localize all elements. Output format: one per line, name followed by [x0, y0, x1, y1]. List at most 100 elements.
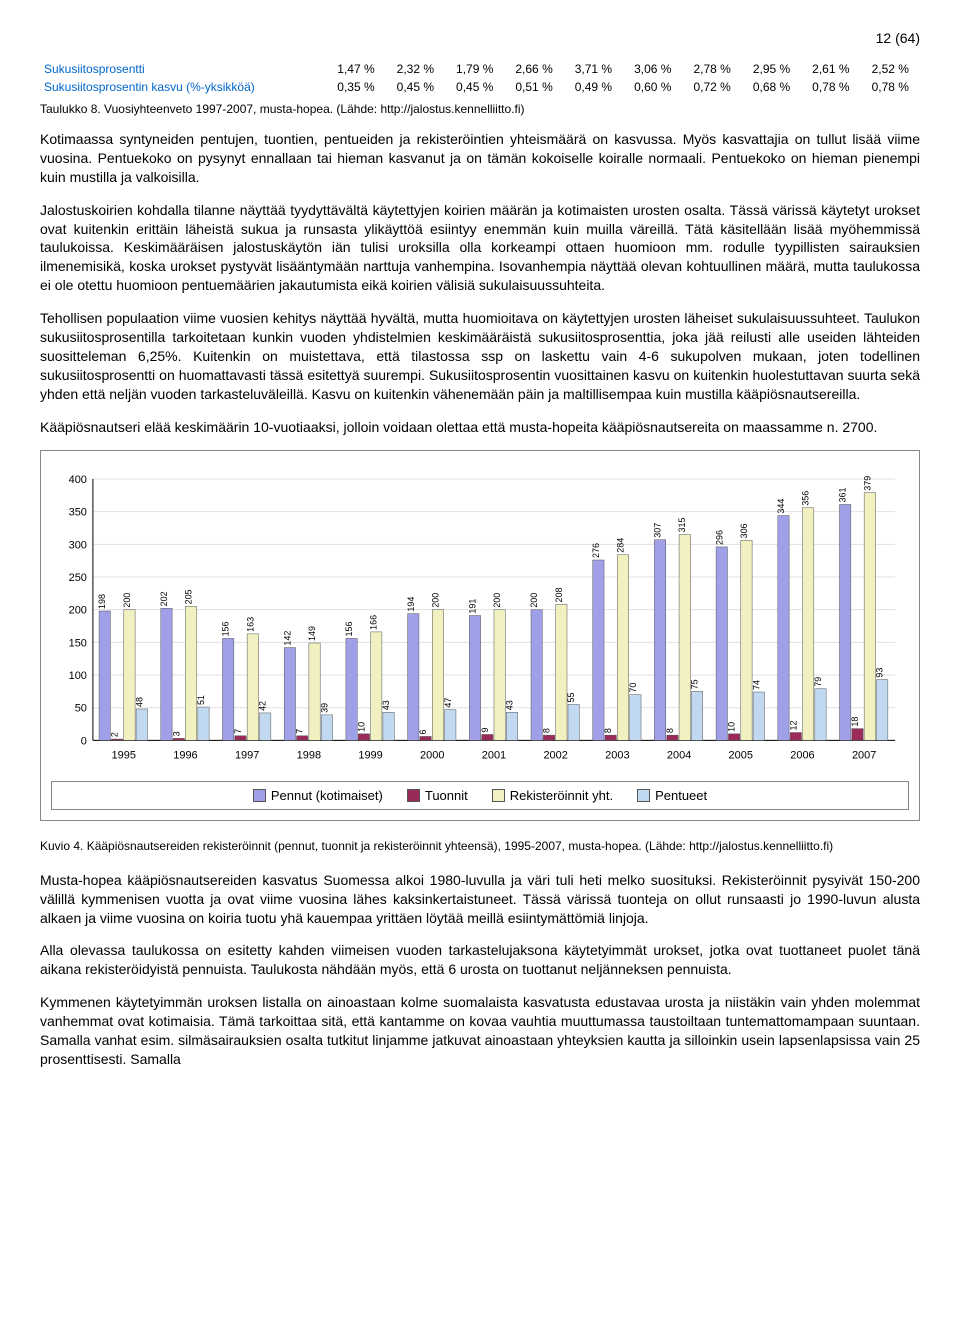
svg-text:2004: 2004 [667, 750, 691, 762]
svg-text:315: 315 [677, 518, 687, 533]
table-row: Sukusiitosprosentin kasvu (%-yksikköä) 0… [40, 78, 920, 96]
svg-text:200: 200 [430, 593, 440, 608]
legend-swatch [637, 789, 650, 802]
svg-text:8: 8 [665, 729, 675, 734]
svg-text:306: 306 [739, 524, 749, 539]
svg-text:2002: 2002 [543, 750, 567, 762]
svg-text:198: 198 [97, 594, 107, 609]
svg-text:400: 400 [69, 474, 87, 486]
legend-swatch [407, 789, 420, 802]
svg-text:43: 43 [381, 701, 391, 711]
legend-label: Tuonnit [425, 788, 468, 803]
svg-text:18: 18 [850, 717, 860, 727]
svg-text:0: 0 [81, 736, 87, 748]
body-paragraph: Tehollisen populaation viime vuosien keh… [40, 309, 920, 403]
svg-text:2: 2 [110, 733, 120, 738]
svg-text:10: 10 [356, 722, 366, 732]
svg-text:47: 47 [443, 698, 453, 708]
svg-text:200: 200 [122, 593, 132, 608]
svg-text:208: 208 [554, 588, 564, 603]
legend-item: Rekisteröinnit yht. [492, 788, 613, 803]
svg-text:284: 284 [616, 538, 626, 553]
svg-text:8: 8 [603, 729, 613, 734]
legend-swatch [492, 789, 505, 802]
svg-text:166: 166 [369, 615, 379, 630]
body-paragraph: Musta-hopea kääpiösnautsereiden kasvatus… [40, 871, 920, 928]
svg-text:3: 3 [171, 732, 181, 737]
svg-text:2003: 2003 [605, 750, 629, 762]
legend-label: Pennut (kotimaiset) [271, 788, 383, 803]
body-paragraph: Jalostuskoirien kohdalla tilanne näyttää… [40, 201, 920, 295]
legend-label: Rekisteröinnit yht. [510, 788, 613, 803]
svg-text:379: 379 [862, 476, 872, 491]
svg-text:250: 250 [69, 572, 87, 584]
svg-text:163: 163 [245, 617, 255, 632]
body-paragraph: Alla olevassa taulukossa on esitetty kah… [40, 941, 920, 979]
row-label: Sukusiitosprosentti [40, 60, 326, 78]
svg-text:79: 79 [813, 677, 823, 687]
svg-text:1995: 1995 [112, 750, 136, 762]
svg-text:205: 205 [184, 590, 194, 605]
svg-text:200: 200 [492, 593, 502, 608]
svg-text:12: 12 [788, 721, 798, 731]
svg-text:42: 42 [258, 701, 268, 711]
page-number: 12 (64) [40, 30, 920, 46]
svg-text:156: 156 [344, 622, 354, 637]
svg-text:2000: 2000 [420, 750, 444, 762]
svg-text:156: 156 [221, 622, 231, 637]
table-row: Sukusiitosprosentti 1,47 % 2,32 % 1,79 %… [40, 60, 920, 78]
svg-text:1996: 1996 [173, 750, 197, 762]
svg-text:74: 74 [751, 680, 761, 690]
svg-text:296: 296 [714, 530, 724, 545]
chart-legend: Pennut (kotimaiset) Tuonnit Rekisteröinnit… [51, 781, 909, 810]
legend-swatch [253, 789, 266, 802]
figure-caption: Kuvio 4. Kääpiösnautsereiden rekisteröin… [40, 839, 920, 853]
svg-text:1998: 1998 [297, 750, 321, 762]
summary-table: Sukusiitosprosentti 1,47 % 2,32 % 1,79 %… [40, 60, 920, 96]
svg-text:39: 39 [319, 703, 329, 713]
svg-text:2001: 2001 [482, 750, 506, 762]
svg-text:149: 149 [307, 626, 317, 641]
table-caption: Taulukko 8. Vuosiyhteenveto 1997-2007, m… [40, 102, 920, 116]
svg-text:10: 10 [727, 722, 737, 732]
svg-text:1999: 1999 [358, 750, 382, 762]
svg-text:202: 202 [159, 592, 169, 607]
body-paragraph: Kotimaassa syntyneiden pentujen, tuontie… [40, 130, 920, 187]
bar-chart-svg: 0501001502002503003504001982200481995202… [51, 469, 909, 768]
svg-text:200: 200 [69, 605, 87, 617]
svg-text:9: 9 [480, 728, 490, 733]
svg-text:50: 50 [75, 703, 87, 715]
svg-text:276: 276 [591, 544, 601, 559]
svg-text:142: 142 [282, 631, 292, 646]
svg-text:6: 6 [418, 730, 428, 735]
svg-text:307: 307 [653, 523, 663, 538]
legend-item: Pentueet [637, 788, 707, 803]
svg-text:300: 300 [69, 540, 87, 552]
bar-chart: 0501001502002503003504001982200481995202… [40, 450, 920, 820]
body-paragraph: Kymmenen käytetyimmän uroksen listalla o… [40, 993, 920, 1069]
svg-text:350: 350 [69, 507, 87, 519]
svg-text:191: 191 [467, 599, 477, 614]
svg-text:43: 43 [504, 701, 514, 711]
svg-text:200: 200 [529, 593, 539, 608]
svg-text:100: 100 [69, 670, 87, 682]
svg-text:93: 93 [875, 668, 885, 678]
legend-item: Pennut (kotimaiset) [253, 788, 383, 803]
svg-text:194: 194 [406, 597, 416, 612]
body-paragraph: Kääpiösnautseri elää keskimäärin 10-vuot… [40, 418, 920, 437]
svg-text:55: 55 [566, 693, 576, 703]
svg-text:356: 356 [801, 491, 811, 506]
row-label: Sukusiitosprosentin kasvu (%-yksikköä) [40, 78, 326, 96]
svg-text:361: 361 [838, 488, 848, 503]
svg-text:7: 7 [295, 729, 305, 734]
svg-text:8: 8 [541, 729, 551, 734]
svg-text:344: 344 [776, 499, 786, 514]
svg-text:2006: 2006 [790, 750, 814, 762]
svg-text:51: 51 [196, 696, 206, 706]
legend-item: Tuonnit [407, 788, 468, 803]
legend-label: Pentueet [655, 788, 707, 803]
svg-text:2007: 2007 [852, 750, 876, 762]
svg-text:70: 70 [628, 683, 638, 693]
svg-text:2005: 2005 [729, 750, 753, 762]
svg-text:75: 75 [690, 680, 700, 690]
